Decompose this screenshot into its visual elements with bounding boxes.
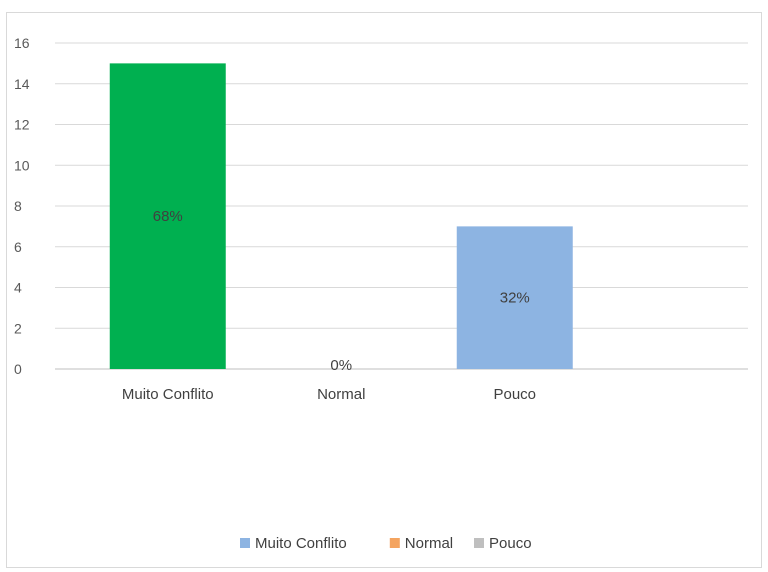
data-label: 32% [500, 290, 530, 307]
y-tick-label: 4 [14, 280, 22, 296]
legend-label: Pouco [489, 535, 532, 552]
data-label: 68% [153, 208, 183, 225]
category-label: Normal [317, 386, 365, 403]
legend-swatch [389, 538, 400, 548]
legend-label: Muito Conflito [255, 535, 347, 552]
y-axis-ticks: 0 2 4 6 8 10 12 14 16 [14, 35, 30, 377]
bars [109, 63, 573, 369]
y-tick-label: 14 [14, 76, 30, 92]
y-tick-label: 8 [14, 198, 22, 214]
bar [456, 226, 573, 369]
y-tick-label: 10 [14, 157, 30, 173]
y-tick-label: 6 [14, 239, 22, 255]
y-tick-label: 16 [14, 35, 30, 51]
category-label: Muito Conflito [122, 386, 214, 403]
y-tick-label: 0 [14, 361, 22, 377]
legend-label: Normal [405, 535, 453, 552]
legend-swatch [240, 538, 250, 548]
data-label: 0% [330, 357, 352, 374]
x-axis-categories: Muito Conflito Normal Pouco [122, 386, 536, 403]
data-labels: 68% 0% 32% [153, 208, 530, 374]
legend: Muito Conflito Normal Pouco [240, 535, 532, 552]
legend-swatch [474, 538, 484, 548]
y-tick-label: 12 [14, 117, 30, 133]
bar [109, 63, 226, 369]
category-label: Pouco [493, 386, 536, 403]
y-tick-label: 2 [14, 320, 22, 336]
